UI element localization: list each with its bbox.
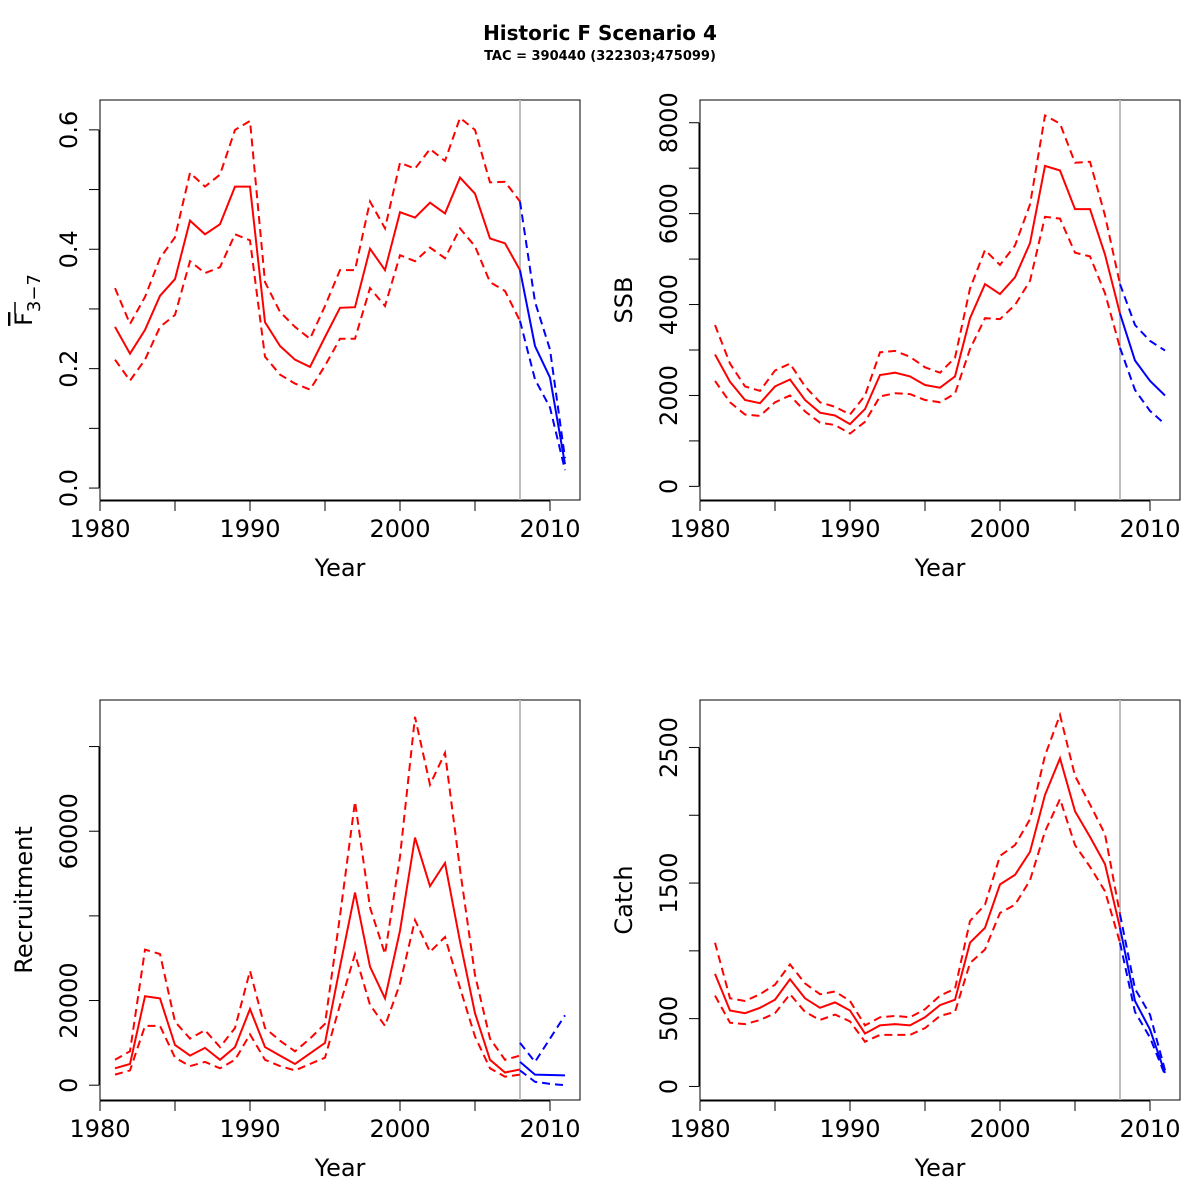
historic-lower-line (114, 226, 521, 391)
y-tick-label: 6000 (655, 183, 683, 244)
historic-upper-line (714, 113, 1121, 416)
x-tick-label: 1990 (219, 1115, 280, 1143)
y-tick-label: 500 (655, 996, 683, 1042)
projection-median-line (519, 269, 566, 465)
historic-median-line (714, 755, 1121, 1035)
plot-frame (699, 99, 1181, 501)
y-tick-label: 20000 (55, 962, 83, 1038)
x-tick-label: 2010 (519, 1115, 580, 1143)
x-tick-label: 2000 (369, 515, 430, 543)
x-tick-label: 2000 (969, 1115, 1030, 1143)
plot-frame (699, 699, 1181, 1101)
y-tick-label: 2500 (655, 717, 683, 778)
projection-lower-line (1119, 347, 1166, 425)
y-tick-label: 0 (655, 1079, 683, 1094)
x-tick-label: 2000 (969, 515, 1030, 543)
y-axis-label-sub: 3−7 (24, 274, 45, 312)
y-axis-label-main: F (10, 312, 38, 326)
historic-median-line (714, 164, 1121, 426)
x-tick-label: 1980 (669, 515, 730, 543)
projection-upper-line (519, 1014, 566, 1064)
y-tick-label: 0 (55, 1078, 83, 1093)
historic-upper-line (714, 711, 1121, 1027)
y-tick-label: 1500 (655, 853, 683, 914)
panel-catch: 1980 1990 2000 2010 Year 0 500 1500 2500 Catch (610, 699, 1181, 1182)
y-tick-label: 0.2 (55, 350, 83, 388)
y-axis-label: Recruitment (10, 826, 38, 973)
projection-median-line (1119, 313, 1166, 397)
x-tick-label: 2000 (369, 1115, 430, 1143)
projection-upper-line (1119, 914, 1166, 1071)
historic-upper-line (114, 116, 521, 341)
y-tick-label: 60000 (55, 793, 83, 869)
panel-ssb: 1980 1990 2000 2010 Year 0 2000 4000 6000 8000 SSB (610, 92, 1181, 582)
historic-median-line (114, 175, 521, 369)
projection-lower-line (519, 1069, 566, 1087)
panel-f-mean: 1980 1990 2000 2010 Year 0.0 0.2 0.4 0.6 F3−7 (10, 99, 581, 582)
x-tick-label: 1990 (219, 515, 280, 543)
panel-recruitment: 1980 1990 2000 2010 Year 0 20000 60000 Recruitme… (10, 699, 581, 1182)
figure-title: Historic F Scenario 4 (483, 21, 717, 45)
x-tick-label: 1980 (69, 515, 130, 543)
x-axis-label: Year (314, 554, 366, 582)
projection-median-line (519, 1061, 566, 1077)
y-tick-label: 8000 (655, 92, 683, 153)
y-axis-label: F3−7 (10, 274, 45, 326)
x-tick-label: 2010 (1119, 1115, 1180, 1143)
x-tick-label: 1980 (69, 1115, 130, 1143)
y-tick-label: 0 (655, 479, 683, 494)
y-tick-label: 0.4 (55, 230, 83, 268)
y-axis-label: SSB (610, 277, 638, 324)
y-tick-label: 0.0 (55, 469, 83, 507)
figure-subtitle: TAC = 390440 (322303;475099) (484, 49, 716, 64)
x-tick-label: 1980 (669, 1115, 730, 1143)
projection-median-line (1119, 927, 1166, 1074)
x-tick-label: 1990 (819, 515, 880, 543)
historic-lower-line (114, 917, 521, 1078)
y-tick-label: 4000 (655, 274, 683, 335)
historic-median-line (114, 837, 521, 1074)
x-tick-label: 1990 (819, 1115, 880, 1143)
plot-frame (99, 99, 581, 501)
projection-lower-line (1119, 942, 1166, 1076)
historic-lower-line (714, 215, 1121, 435)
projection-upper-line (1119, 283, 1166, 352)
x-axis-label: Year (314, 1154, 366, 1182)
projection-lower-line (519, 320, 566, 471)
x-axis-label: Year (914, 1154, 966, 1182)
y-tick-label: 0.6 (55, 111, 83, 149)
plot-frame (99, 699, 581, 1101)
y-tick-label: 2000 (655, 365, 683, 426)
y-axis-label: Catch (610, 865, 638, 934)
x-axis-label: Year (914, 554, 966, 582)
x-tick-label: 2010 (519, 515, 580, 543)
historic-lower-line (714, 796, 1121, 1043)
x-tick-label: 2010 (1119, 515, 1180, 543)
historic-upper-line (114, 716, 521, 1061)
